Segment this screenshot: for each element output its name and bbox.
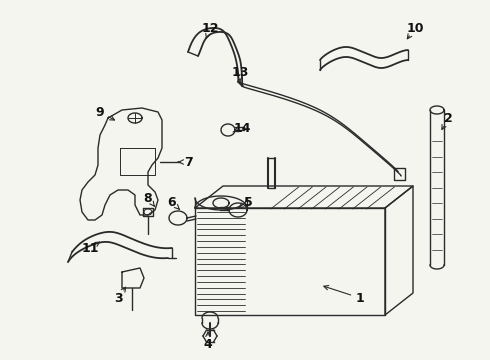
- Text: 2: 2: [443, 112, 452, 125]
- Text: 11: 11: [81, 242, 99, 255]
- Text: 3: 3: [114, 292, 122, 305]
- Text: 9: 9: [96, 105, 104, 118]
- Text: 6: 6: [168, 195, 176, 208]
- Text: 5: 5: [244, 195, 252, 208]
- Text: 14: 14: [233, 122, 251, 135]
- Text: 4: 4: [204, 338, 212, 351]
- Text: 13: 13: [231, 66, 249, 78]
- Text: 7: 7: [184, 156, 193, 168]
- Text: 10: 10: [406, 22, 424, 35]
- Text: 1: 1: [356, 292, 365, 305]
- Text: 8: 8: [144, 192, 152, 204]
- Text: 12: 12: [201, 22, 219, 35]
